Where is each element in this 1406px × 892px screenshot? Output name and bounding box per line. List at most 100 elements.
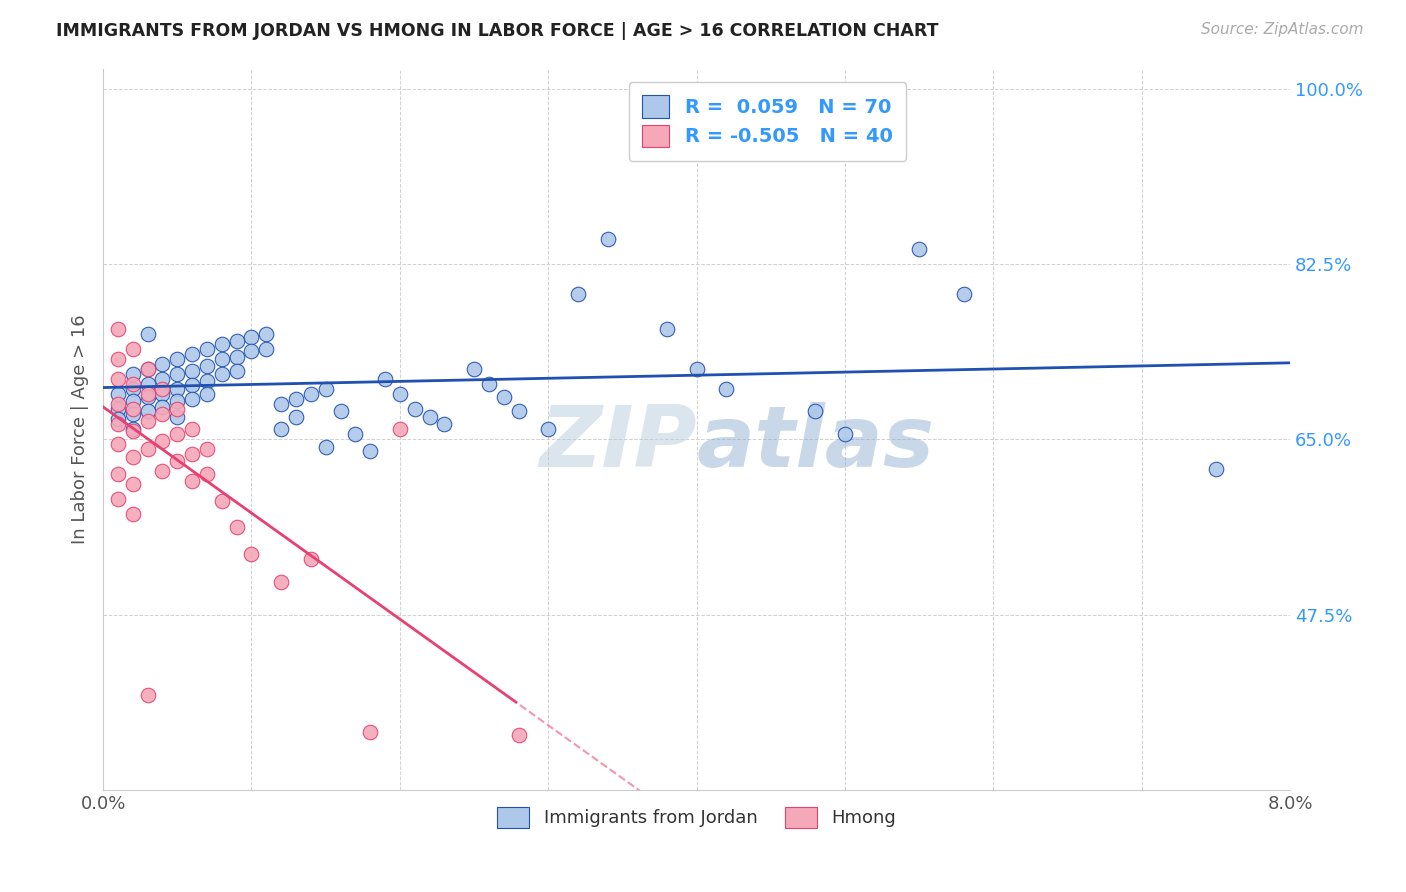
Point — [136, 404, 159, 418]
Point — [908, 242, 931, 256]
Point — [166, 394, 188, 409]
Point — [195, 374, 218, 388]
Point — [107, 322, 129, 336]
Point — [344, 427, 367, 442]
Point — [299, 552, 322, 566]
Point — [107, 387, 129, 401]
Point — [478, 377, 501, 392]
Point — [121, 422, 143, 436]
Point — [107, 492, 129, 507]
Point — [181, 392, 204, 406]
Point — [121, 477, 143, 491]
Point — [181, 378, 204, 392]
Point — [107, 397, 129, 411]
Point — [240, 344, 263, 359]
Point — [225, 520, 247, 534]
Point — [166, 367, 188, 381]
Point — [136, 442, 159, 457]
Point — [433, 417, 456, 432]
Point — [166, 402, 188, 417]
Point — [952, 287, 974, 301]
Point — [195, 467, 218, 482]
Point — [315, 382, 337, 396]
Point — [152, 387, 174, 401]
Point — [152, 400, 174, 414]
Point — [181, 422, 204, 436]
Point — [463, 362, 485, 376]
Point — [285, 392, 308, 406]
Point — [152, 382, 174, 396]
Text: IMMIGRANTS FROM JORDAN VS HMONG IN LABOR FORCE | AGE > 16 CORRELATION CHART: IMMIGRANTS FROM JORDAN VS HMONG IN LABOR… — [56, 22, 939, 40]
Point — [121, 382, 143, 396]
Point — [121, 424, 143, 438]
Legend: Immigrants from Jordan, Hmong: Immigrants from Jordan, Hmong — [489, 800, 904, 835]
Point — [359, 724, 381, 739]
Point — [136, 414, 159, 428]
Point — [121, 394, 143, 409]
Point — [107, 352, 129, 367]
Point — [211, 337, 233, 351]
Point — [537, 422, 560, 436]
Point — [329, 404, 352, 418]
Point — [240, 548, 263, 562]
Point — [152, 357, 174, 371]
Text: ZIP: ZIP — [538, 402, 696, 485]
Point — [121, 342, 143, 356]
Point — [121, 407, 143, 421]
Point — [195, 387, 218, 401]
Point — [1205, 462, 1227, 476]
Point — [136, 326, 159, 341]
Point — [508, 404, 530, 418]
Point — [136, 362, 159, 376]
Point — [136, 688, 159, 702]
Point — [136, 387, 159, 401]
Text: Source: ZipAtlas.com: Source: ZipAtlas.com — [1201, 22, 1364, 37]
Point — [107, 402, 129, 417]
Point — [166, 427, 188, 442]
Point — [107, 372, 129, 386]
Point — [136, 377, 159, 392]
Point — [655, 322, 678, 336]
Point — [181, 364, 204, 378]
Point — [299, 387, 322, 401]
Point — [136, 362, 159, 376]
Point — [211, 367, 233, 381]
Point — [254, 326, 277, 341]
Point — [166, 382, 188, 396]
Point — [121, 508, 143, 522]
Point — [152, 434, 174, 449]
Point — [195, 342, 218, 356]
Point — [107, 417, 129, 432]
Point — [315, 440, 337, 454]
Point — [716, 382, 738, 396]
Point — [136, 390, 159, 404]
Point — [121, 450, 143, 465]
Point — [107, 467, 129, 482]
Point — [152, 464, 174, 478]
Point — [225, 334, 247, 348]
Point — [152, 372, 174, 386]
Point — [166, 352, 188, 367]
Point — [166, 454, 188, 468]
Point — [121, 402, 143, 417]
Point — [181, 475, 204, 489]
Point — [270, 397, 292, 411]
Point — [195, 442, 218, 457]
Point — [374, 372, 396, 386]
Point — [596, 232, 619, 246]
Text: atlas: atlas — [696, 402, 935, 485]
Point — [225, 364, 247, 378]
Point — [388, 387, 411, 401]
Point — [107, 437, 129, 451]
Point — [270, 422, 292, 436]
Point — [181, 347, 204, 361]
Point — [388, 422, 411, 436]
Point — [121, 377, 143, 392]
Point — [685, 362, 707, 376]
Point — [195, 359, 218, 373]
Point — [181, 447, 204, 461]
Point — [834, 427, 856, 442]
Point — [225, 350, 247, 364]
Point — [404, 402, 426, 417]
Point — [211, 352, 233, 367]
